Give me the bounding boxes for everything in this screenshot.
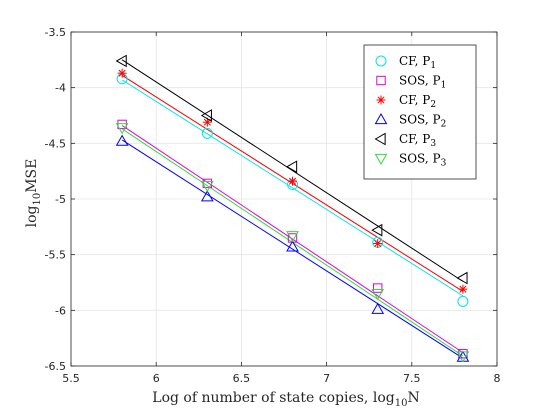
legend-label-6: SOS, P3 [399, 152, 447, 169]
data-point-series-4 [371, 302, 385, 314]
legend-marker-3 [376, 95, 386, 105]
data-point-series-3 [458, 284, 468, 294]
tick-layer: 5.5 6 6.5 7 7.5 8 -3.5 -4 -4.5 -5 -5.5 -6 -6.5 [45, 26, 501, 385]
y-tick-label: -4.5 [45, 137, 66, 150]
data-point-series-6 [115, 123, 129, 135]
legend-label-4: SOS, P2 [399, 113, 446, 130]
data-point-series-2 [117, 119, 127, 130]
legend-marker-2 [376, 75, 386, 86]
legend-label-3: CF, P2 [399, 93, 436, 110]
x-tick-label: 6.5 [233, 372, 251, 385]
x-axis-label: Log of number of state copies, log10N [152, 390, 419, 409]
fit-line-series-1 [121, 79, 464, 297]
legend-marker-1 [375, 55, 387, 67]
legend-label-1: CF, P1 [399, 54, 436, 71]
fit-line-series-2 [121, 125, 464, 354]
data-point-series-3 [117, 68, 127, 78]
y-tick-label: -5.5 [45, 249, 66, 262]
y-tick-label: -6.5 [45, 360, 66, 373]
data-point-series-4 [200, 190, 214, 202]
x-tick-label: 7 [323, 372, 330, 385]
y-tick-label: -3.5 [45, 26, 66, 39]
legend-label-2: SOS, P1 [399, 74, 446, 91]
data-point-series-3 [373, 239, 383, 249]
legend-marker-5 [374, 132, 386, 146]
data-point-series-5 [371, 223, 383, 237]
data-point-series-3 [288, 176, 298, 186]
y-tick-label: -4 [55, 82, 66, 95]
x-tick-label: 5.5 [62, 372, 80, 385]
x-tick-label: 7.5 [403, 372, 421, 385]
fit-line-series-5 [121, 59, 464, 282]
x-tick-label: 8 [494, 372, 501, 385]
data-point-series-5 [200, 109, 212, 122]
data-point-series-6 [456, 351, 470, 363]
data-point-series-6 [200, 181, 214, 193]
legend: CF, P1 SOS, P1 CF, P2 SOS, P2 CF, P3 SOS, P3 [363, 44, 477, 180]
x-tick-label: 6 [153, 372, 160, 385]
legend-marker-4 [374, 112, 388, 125]
data-point-series-5 [286, 160, 298, 174]
y-tick-label: -5 [55, 193, 66, 206]
markers-layer [115, 54, 470, 363]
data-point-series-4 [286, 240, 299, 252]
data-point-series-5 [115, 54, 127, 68]
fit-line-series-4 [121, 139, 464, 359]
legend-box [363, 44, 477, 180]
data-point-series-6 [286, 231, 299, 243]
data-point-series-1 [457, 295, 469, 307]
data-point-series-2 [373, 283, 383, 293]
data-point-series-5 [456, 271, 468, 285]
y-tick-label: -6 [55, 304, 66, 317]
data-point-series-6 [371, 289, 385, 301]
legend-label-5: CF, P3 [399, 132, 436, 149]
data-point-series-4 [115, 134, 129, 146]
legend-marker-6 [374, 153, 388, 166]
y-axis-label: log10MSE [24, 159, 43, 228]
data-point-series-1 [201, 127, 213, 139]
